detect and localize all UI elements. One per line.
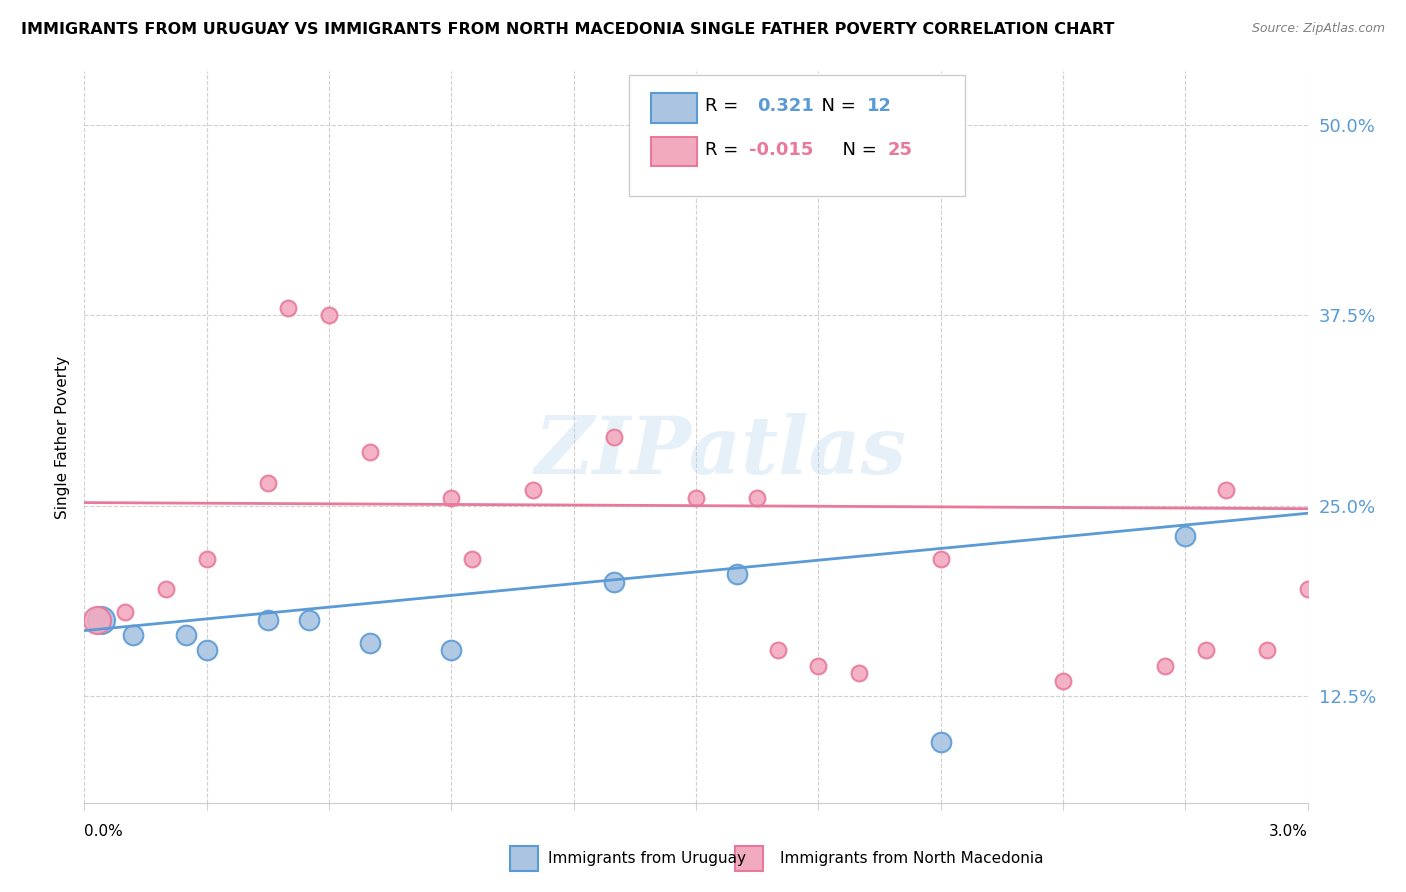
Point xyxy=(929,552,952,566)
Point xyxy=(807,658,830,673)
Point xyxy=(1154,658,1177,673)
Point xyxy=(440,491,463,505)
Point xyxy=(1052,673,1074,688)
Point xyxy=(114,605,136,619)
Point xyxy=(1296,582,1319,597)
Y-axis label: Single Father Poverty: Single Father Poverty xyxy=(55,356,70,518)
FancyBboxPatch shape xyxy=(651,137,697,167)
Point xyxy=(359,636,381,650)
Text: 0.321: 0.321 xyxy=(758,96,814,115)
Text: Immigrants from Uruguay: Immigrants from Uruguay xyxy=(548,852,747,866)
Point xyxy=(298,613,321,627)
Point xyxy=(195,552,218,566)
Point xyxy=(1195,643,1218,657)
Point xyxy=(176,628,198,642)
FancyBboxPatch shape xyxy=(509,846,538,871)
Point xyxy=(766,643,789,657)
Point xyxy=(195,643,218,657)
Point xyxy=(122,628,145,642)
Text: N =: N = xyxy=(810,96,862,115)
Point xyxy=(929,735,952,749)
Point xyxy=(86,613,108,627)
Point xyxy=(277,301,299,315)
Point xyxy=(725,567,748,582)
Point xyxy=(86,613,108,627)
Text: -0.015: -0.015 xyxy=(748,141,813,159)
Point xyxy=(644,140,666,154)
Text: 0.0%: 0.0% xyxy=(84,824,124,839)
Point xyxy=(440,643,463,657)
Point xyxy=(90,613,112,627)
Text: 3.0%: 3.0% xyxy=(1268,824,1308,839)
Text: IMMIGRANTS FROM URUGUAY VS IMMIGRANTS FROM NORTH MACEDONIA SINGLE FATHER POVERTY: IMMIGRANTS FROM URUGUAY VS IMMIGRANTS FR… xyxy=(21,22,1115,37)
Point xyxy=(359,445,381,459)
Text: ZIPatlas: ZIPatlas xyxy=(534,413,907,491)
Point xyxy=(747,491,769,505)
Point xyxy=(1256,643,1278,657)
Point xyxy=(522,483,544,498)
Text: 25: 25 xyxy=(889,141,912,159)
Point xyxy=(848,666,870,681)
Point xyxy=(1215,483,1237,498)
Text: 12: 12 xyxy=(868,96,893,115)
FancyBboxPatch shape xyxy=(651,94,697,122)
Point xyxy=(318,308,340,322)
Point xyxy=(1174,529,1197,543)
FancyBboxPatch shape xyxy=(734,846,763,871)
Point xyxy=(257,613,280,627)
Text: Source: ZipAtlas.com: Source: ZipAtlas.com xyxy=(1251,22,1385,36)
Point xyxy=(685,491,707,505)
Text: R =: R = xyxy=(704,96,749,115)
Point xyxy=(257,475,280,490)
Point xyxy=(90,613,112,627)
Point xyxy=(461,552,484,566)
Text: Immigrants from North Macedonia: Immigrants from North Macedonia xyxy=(780,852,1043,866)
Text: N =: N = xyxy=(831,141,882,159)
Point xyxy=(603,430,626,444)
FancyBboxPatch shape xyxy=(628,75,965,195)
Text: R =: R = xyxy=(704,141,744,159)
Point xyxy=(155,582,177,597)
Point xyxy=(603,574,626,589)
